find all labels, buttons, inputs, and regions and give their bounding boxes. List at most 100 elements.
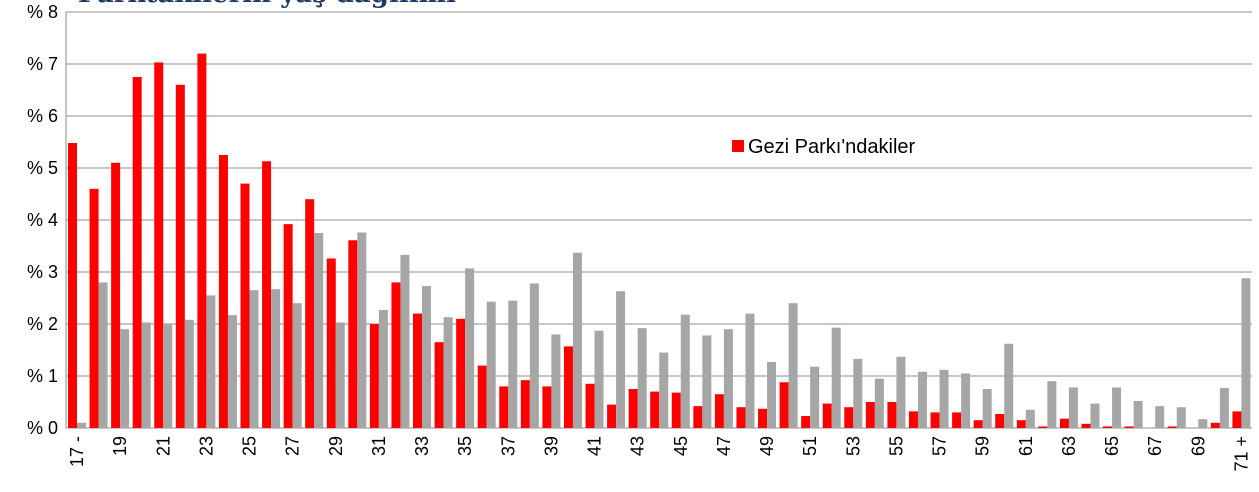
bar (326, 258, 336, 428)
bar (456, 318, 466, 428)
x-tick-label: 33 (412, 436, 432, 456)
x-tick-label: 29 (326, 436, 346, 456)
bar (499, 386, 509, 428)
bar (939, 369, 949, 428)
bar (1232, 411, 1242, 428)
x-tick-label: 71 + (1231, 436, 1251, 472)
bar (736, 407, 746, 428)
x-tick-label: 47 (714, 436, 734, 456)
bar (529, 283, 539, 428)
bar (917, 371, 927, 428)
y-tick-label: % 0 (27, 418, 58, 438)
bar (197, 53, 207, 428)
bar (271, 289, 281, 428)
x-tick-label: 21 (153, 436, 173, 456)
x-tick-label: 31 (369, 436, 389, 456)
bar (702, 335, 712, 428)
bar (1081, 423, 1091, 428)
bar (391, 282, 401, 428)
bar (1124, 426, 1134, 428)
x-tick-label: 17 - (67, 436, 87, 467)
bar (616, 291, 626, 428)
bar (801, 416, 811, 428)
y-tick-label: % 5 (27, 158, 58, 178)
legend-label: Gezi Parkı'ndakiler (748, 136, 916, 158)
bar (908, 411, 918, 428)
x-tick-label: 67 (1145, 436, 1165, 456)
bar (1198, 419, 1208, 428)
bar (1059, 418, 1069, 428)
bar (400, 254, 410, 428)
bar (961, 373, 971, 428)
bar (1155, 406, 1165, 428)
y-tick-label: % 7 (27, 54, 58, 74)
bar (335, 322, 345, 428)
x-tick-label: 59 (973, 436, 993, 456)
bar (68, 143, 77, 429)
x-tick-label: 41 (585, 436, 605, 456)
bar (283, 224, 293, 428)
y-tick-label: % 6 (27, 106, 58, 126)
bar (551, 334, 561, 428)
bar (1016, 420, 1026, 428)
bar (369, 324, 379, 428)
bar (874, 378, 884, 428)
bar (887, 402, 897, 428)
bar (163, 324, 173, 428)
x-tick-label: 39 (541, 436, 561, 456)
bar (292, 303, 302, 428)
bar (98, 282, 108, 428)
bar (1068, 387, 1078, 428)
bar (896, 356, 906, 428)
bar (1103, 426, 1113, 428)
x-tick-label: 57 (930, 436, 950, 456)
y-tick-label: % 1 (27, 366, 58, 386)
bar (650, 391, 660, 428)
x-tick-label: 51 (800, 436, 820, 456)
bar (1133, 400, 1143, 428)
bar (982, 389, 992, 428)
bar (1025, 409, 1035, 428)
bar (206, 295, 216, 428)
x-tick-label: 45 (671, 436, 691, 456)
bar (659, 352, 669, 428)
y-tick-label: % 2 (27, 314, 58, 334)
y-tick-label: % 8 (27, 2, 58, 22)
bar (865, 402, 875, 428)
bar (585, 383, 595, 428)
bar (542, 386, 552, 428)
chart-title: Parktakilerin yaş dağılımı (78, 0, 456, 9)
bar (779, 382, 789, 428)
bar (1090, 403, 1100, 428)
x-tick-label: 37 (498, 436, 518, 456)
bar (973, 420, 983, 428)
y-tick-label: % 3 (27, 262, 58, 282)
bar (853, 358, 863, 428)
bar (758, 408, 768, 428)
x-tick-label: 63 (1059, 436, 1079, 456)
bar (132, 77, 142, 428)
bar (520, 380, 530, 428)
bar (607, 404, 617, 428)
bar (141, 322, 151, 428)
x-tick-label: 25 (240, 436, 260, 456)
bar (1004, 343, 1014, 428)
x-tick-label: 43 (628, 436, 648, 456)
bar (240, 183, 250, 428)
x-tick-label: 27 (283, 436, 303, 456)
bar (1038, 426, 1048, 428)
bar (227, 315, 237, 428)
bar (314, 233, 324, 428)
bar (413, 313, 423, 428)
bar (822, 403, 832, 428)
bar (714, 394, 724, 428)
bar (120, 329, 130, 428)
x-tick-label: 23 (196, 436, 216, 456)
bar (184, 319, 194, 428)
bar (218, 155, 228, 428)
bar (594, 330, 604, 428)
bar (422, 286, 432, 428)
bar (995, 413, 1005, 428)
x-tick-label: 19 (110, 436, 130, 456)
